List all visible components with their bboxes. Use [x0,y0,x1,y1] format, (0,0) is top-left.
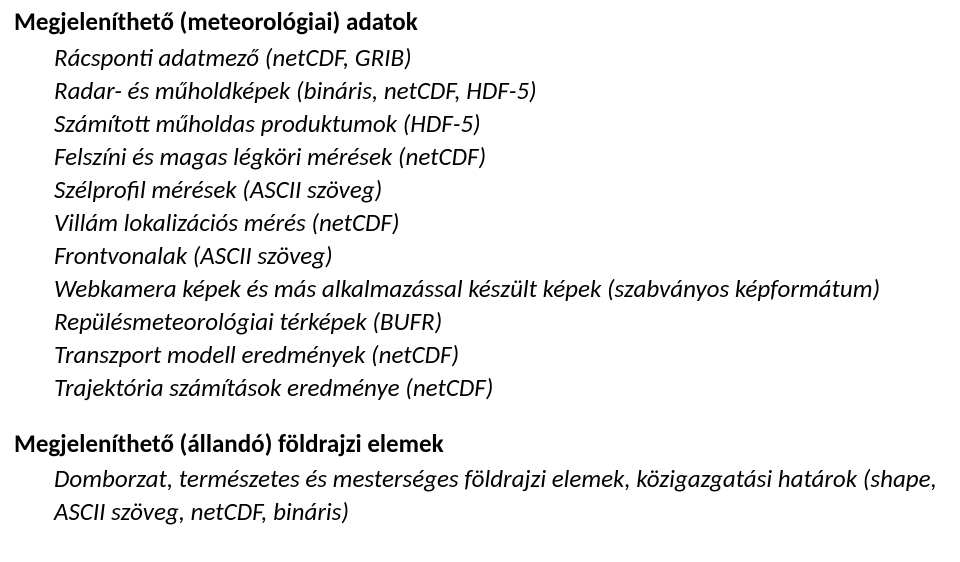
document-page: Megjeleníthető (meteorológiai) adatok Rá… [0,0,960,562]
list-item: Rácsponti adatmező (netCDF, GRIB) [54,41,946,74]
section2-list: Domborzat, természetes és mesterséges fö… [14,462,946,528]
section1-list: Rácsponti adatmező (netCDF, GRIB) Radar-… [14,41,946,404]
section2-heading: Megjeleníthető (állandó) földrajzi eleme… [14,428,946,461]
list-item: Domborzat, természetes és mesterséges fö… [54,462,946,528]
list-item: Trajektória számítások eredménye (netCDF… [54,371,946,404]
list-item: Webkamera képek és más alkalmazással kés… [54,272,946,305]
list-item: Számított műholdas produktumok (HDF-5) [54,107,946,140]
list-item: Villám lokalizációs mérés (netCDF) [54,206,946,239]
list-item: Radar- és műholdképek (bináris, netCDF, … [54,74,946,107]
list-item: Repülésmeteorológiai térképek (BUFR) [54,305,946,338]
list-item: Frontvonalak (ASCII szöveg) [54,239,946,272]
list-item: Felszíni és magas légköri mérések (netCD… [54,140,946,173]
section1-heading: Megjeleníthető (meteorológiai) adatok [14,6,946,39]
list-item: Transzport modell eredmények (netCDF) [54,338,946,371]
list-item: Szélprofil mérések (ASCII szöveg) [54,173,946,206]
